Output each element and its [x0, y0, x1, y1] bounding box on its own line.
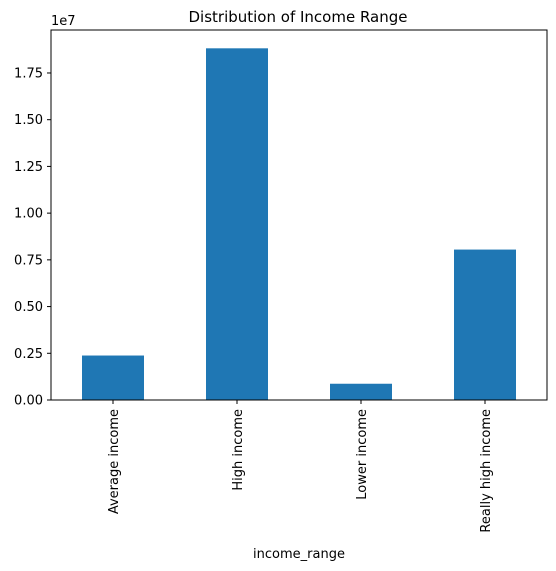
- plot-frame: [50, 29, 548, 401]
- x-axis-ticks: Average income High income Lower income Rea…: [107, 400, 494, 533]
- bars-group: [82, 48, 516, 400]
- y-tick-label: 1.50: [14, 113, 43, 128]
- x-axis-label: income_range: [253, 547, 345, 562]
- y-tick-label: 1.00: [14, 207, 43, 222]
- x-tick-label: Really high income: [479, 409, 494, 533]
- y-tick-label: 0.50: [14, 300, 43, 315]
- chart-title: Distribution of Income Range: [188, 8, 407, 26]
- bar: [454, 249, 516, 400]
- y-scale-multiplier: 1e7: [51, 14, 76, 29]
- x-tick-label: Average income: [107, 409, 122, 514]
- y-tick-label: 1.25: [14, 160, 43, 175]
- y-axis-ticks: 0.00 0.25 0.50 0.75 1.00 1.25 1.50 1.75: [14, 66, 51, 409]
- bar: [82, 355, 144, 400]
- y-tick-label: 0.25: [14, 347, 43, 362]
- y-tick-label: 0.00: [14, 394, 43, 409]
- x-tick-label: High income: [231, 409, 246, 491]
- y-tick-label: 0.75: [14, 253, 43, 268]
- bar: [330, 383, 392, 400]
- x-tick-label: Lower income: [355, 409, 370, 500]
- bar: [206, 48, 268, 400]
- y-tick-label: 1.75: [14, 66, 43, 81]
